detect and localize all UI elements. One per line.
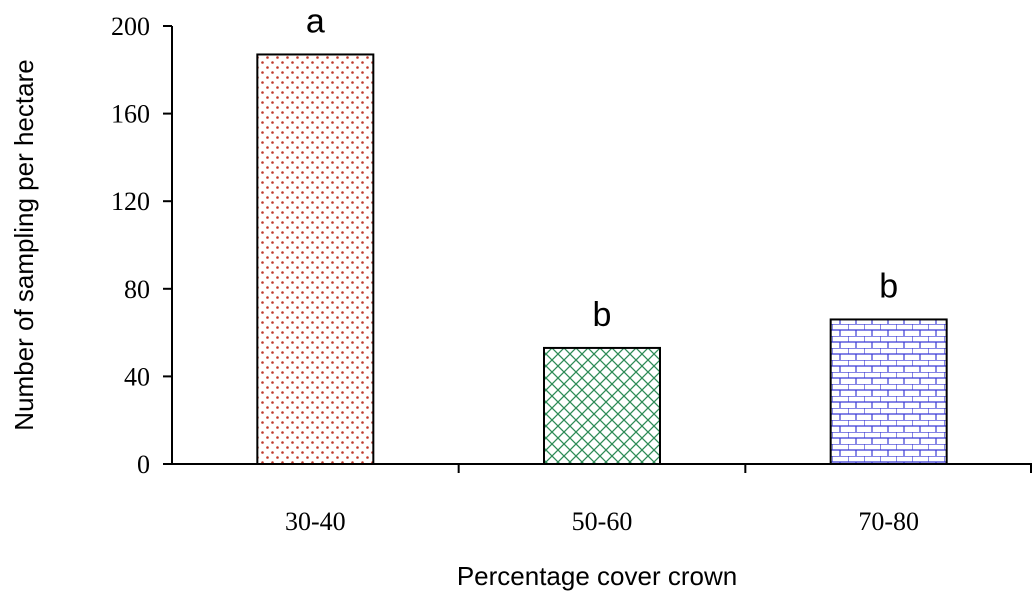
bar-significance-label: b <box>593 296 612 334</box>
x-tick-label: 50-60 <box>572 507 633 536</box>
x-ticks <box>457 464 1032 473</box>
x-axis-title: Percentage cover crown <box>457 561 737 591</box>
y-tick-label: 160 <box>111 100 150 129</box>
y-tick-label: 120 <box>111 187 150 216</box>
x-tick-labels: 30-40 50-60 70-80 <box>285 507 919 536</box>
bar-labels: a b b <box>306 2 898 333</box>
bar-70-80 <box>829 318 948 465</box>
bar-significance-label: a <box>306 2 325 40</box>
bars <box>256 53 948 465</box>
bar-50-60 <box>543 346 661 465</box>
x-tick-label: 70-80 <box>858 507 919 536</box>
plot-area: 0 40 80 120 160 200 a b b 30-40 50-60 70-80 <box>111 2 1032 536</box>
y-ticks: 0 40 80 120 160 200 <box>111 12 172 479</box>
bar-30-40 <box>256 53 375 465</box>
y-axis-title: Number of sampling per hectare <box>9 59 39 430</box>
bar-significance-label: b <box>879 267 898 305</box>
y-tick-label: 0 <box>137 450 150 479</box>
x-tick-label: 30-40 <box>285 507 346 536</box>
y-tick-label: 200 <box>111 12 150 41</box>
y-tick-label: 40 <box>124 362 150 391</box>
y-tick-label: 80 <box>124 275 150 304</box>
